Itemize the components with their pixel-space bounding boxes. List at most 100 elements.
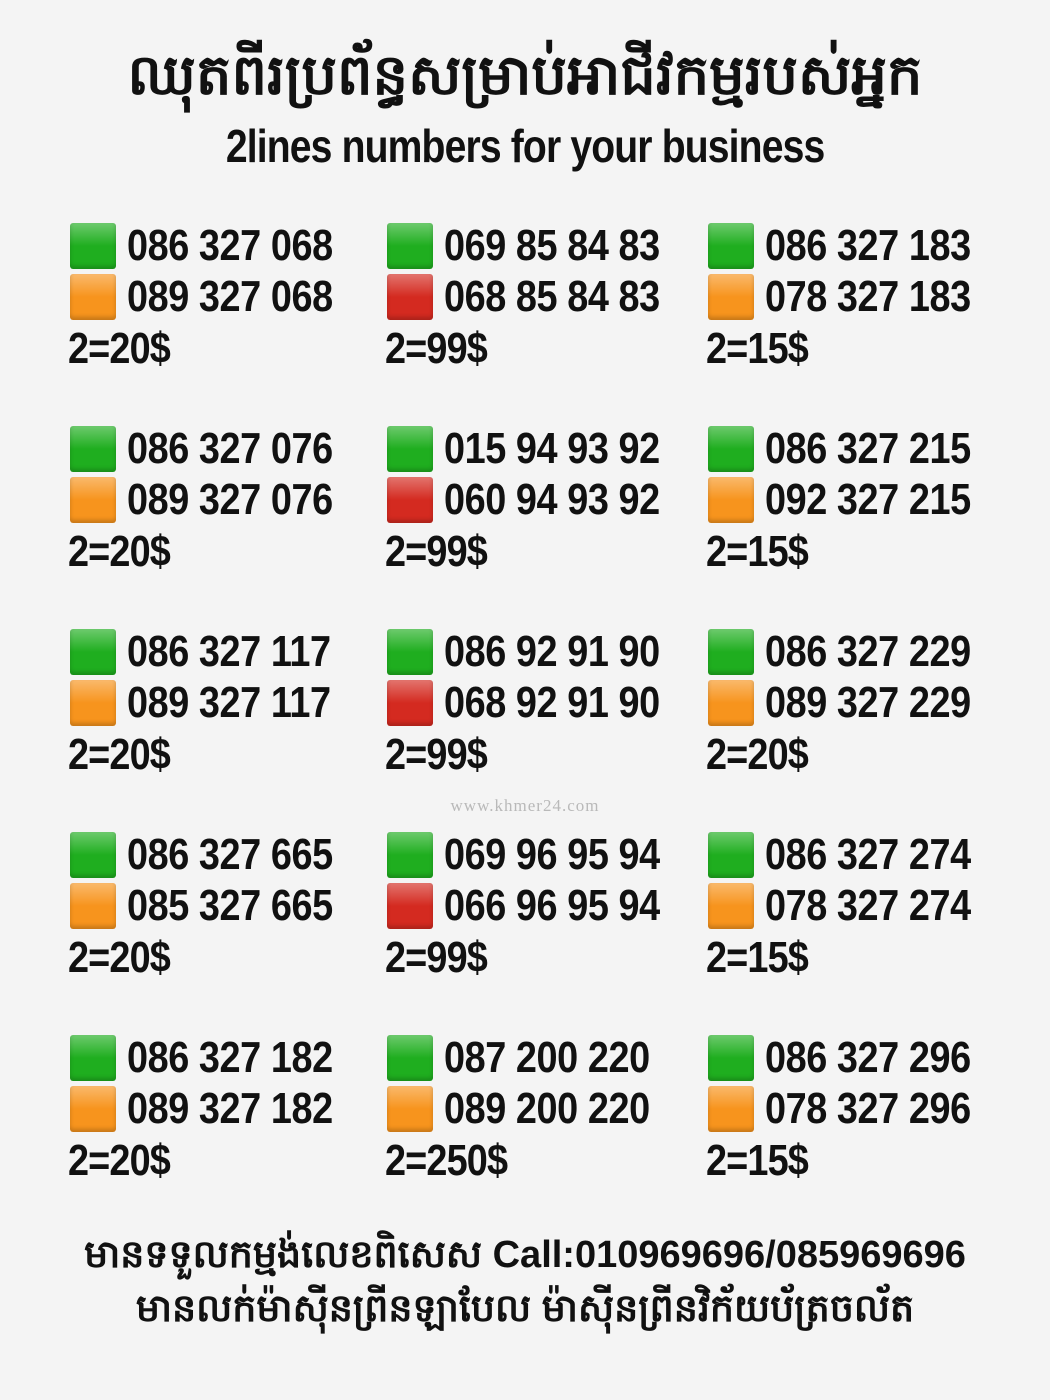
number-set-card: 086 327 215 092 327 215 2=15$ (706, 424, 1028, 585)
watermark: www.khmer24.com (450, 796, 600, 815)
orange-square-icon (708, 1086, 754, 1132)
number-set-card: 087 200 220 089 200 220 2=250$ (385, 1033, 707, 1194)
number-set-card: 086 327 117 089 327 117 2=20$ (68, 627, 390, 788)
price-label: 2=15$ (706, 1136, 809, 1185)
phone-number-line: 087 200 220 (387, 1033, 683, 1082)
phone-number: 086 327 183 (765, 221, 971, 270)
title-english: 2lines numbers for your business (0, 120, 1050, 172)
green-square-icon (387, 832, 433, 878)
number-set-card: 069 96 95 94 066 96 95 94 2=99$ (385, 830, 707, 991)
phone-number: 086 327 296 (765, 1033, 971, 1082)
green-square-icon (708, 426, 754, 472)
phone-number-line: 068 92 91 90 (387, 678, 695, 727)
green-square-icon (708, 832, 754, 878)
orange-square-icon (708, 274, 754, 320)
price-label: 2=20$ (68, 1136, 171, 1185)
phone-number: 086 327 117 (127, 627, 331, 676)
phone-number: 089 200 220 (444, 1084, 650, 1133)
number-set-card: 015 94 93 92 060 94 93 92 2=99$ (385, 424, 707, 585)
green-square-icon (70, 426, 116, 472)
phone-number-line: 078 327 296 (708, 1084, 1004, 1133)
number-set-card: 086 327 229 089 327 229 2=20$ (706, 627, 1028, 788)
orange-square-icon (708, 477, 754, 523)
orange-square-icon (70, 883, 116, 929)
price-label: 2=15$ (706, 933, 809, 982)
phone-number-line: 015 94 93 92 (387, 424, 695, 473)
number-set-card: 086 92 91 90 068 92 91 90 2=99$ (385, 627, 707, 788)
phone-number: 089 327 068 (127, 272, 333, 321)
phone-number: 086 327 076 (127, 424, 333, 473)
phone-number-line: 086 327 076 (70, 424, 366, 473)
green-square-icon (708, 223, 754, 269)
price-label: 2=15$ (706, 527, 809, 576)
phone-number-line: 086 327 274 (708, 830, 1004, 879)
phone-number: 089 327 229 (765, 678, 971, 727)
number-set-card: 086 327 076 089 327 076 2=20$ (68, 424, 390, 585)
phone-number: 086 327 068 (127, 221, 333, 270)
green-square-icon (70, 223, 116, 269)
phone-number: 086 327 229 (765, 627, 971, 676)
phone-number-line: 086 327 296 (708, 1033, 1004, 1082)
phone-number-line: 068 85 84 83 (387, 272, 695, 321)
phone-number-line: 089 327 076 (70, 475, 366, 524)
phone-number-line: 092 327 215 (708, 475, 1004, 524)
phone-number: 066 96 95 94 (444, 881, 660, 930)
price-label: 2=99$ (385, 324, 488, 373)
orange-square-icon (70, 274, 116, 320)
red-square-icon (387, 477, 433, 523)
phone-number: 078 327 296 (765, 1084, 971, 1133)
phone-number-line: 060 94 93 92 (387, 475, 695, 524)
phone-number: 060 94 93 92 (444, 475, 660, 524)
phone-number: 086 327 665 (127, 830, 333, 879)
price-label: 2=20$ (68, 933, 171, 982)
price-label: 2=99$ (385, 527, 488, 576)
phone-number: 069 96 95 94 (444, 830, 660, 879)
price-label: 2=250$ (385, 1136, 508, 1185)
phone-number-line: 086 327 182 (70, 1033, 366, 1082)
price-label: 2=15$ (706, 324, 809, 373)
green-square-icon (70, 832, 116, 878)
number-set-card: 086 327 665 085 327 665 2=20$ (68, 830, 390, 991)
phone-number: 086 327 215 (765, 424, 971, 473)
green-square-icon (387, 223, 433, 269)
phone-number: 086 327 182 (127, 1033, 333, 1082)
orange-square-icon (708, 680, 754, 726)
red-square-icon (387, 883, 433, 929)
red-square-icon (387, 274, 433, 320)
phone-number: 078 327 274 (765, 881, 971, 930)
phone-number: 086 327 274 (765, 830, 971, 879)
phone-number: 089 327 182 (127, 1084, 333, 1133)
phone-number-line: 086 327 215 (708, 424, 1004, 473)
phone-number-line: 078 327 183 (708, 272, 1004, 321)
phone-number-line: 085 327 665 (70, 881, 366, 930)
phone-number: 068 92 91 90 (444, 678, 660, 727)
number-set-card: 086 327 068 089 327 068 2=20$ (68, 221, 390, 382)
phone-number: 092 327 215 (765, 475, 971, 524)
green-square-icon (708, 629, 754, 675)
price-label: 2=99$ (385, 730, 488, 779)
orange-square-icon (70, 680, 116, 726)
phone-number-line: 086 327 068 (70, 221, 366, 270)
red-square-icon (387, 680, 433, 726)
orange-square-icon (70, 477, 116, 523)
number-set-card: 086 327 274 078 327 274 2=15$ (706, 830, 1028, 991)
phone-number: 089 327 117 (127, 678, 331, 727)
footer-line-2: មានលក់ម៉ាស៊ីនព្រីនឡាបែល ម៉ាស៊ីនព្រីនវិក័… (135, 1288, 915, 1330)
phone-number-line: 069 85 84 83 (387, 221, 695, 270)
green-square-icon (387, 629, 433, 675)
number-set-card: 086 327 183 078 327 183 2=15$ (706, 221, 1028, 382)
footer-line-1: មានទទួលកម្មង់លេខពិសេស Call:010969696/085… (84, 1234, 966, 1276)
phone-number: 069 85 84 83 (444, 221, 660, 270)
orange-square-icon (708, 883, 754, 929)
number-set-card: 086 327 182 089 327 182 2=20$ (68, 1033, 390, 1194)
price-label: 2=99$ (385, 933, 488, 982)
orange-square-icon (387, 1086, 433, 1132)
phone-number-line: 086 327 183 (708, 221, 1004, 270)
phone-number: 086 92 91 90 (444, 627, 660, 676)
green-square-icon (387, 426, 433, 472)
phone-number-line: 086 327 117 (70, 627, 364, 676)
phone-number-line: 089 327 068 (70, 272, 366, 321)
green-square-icon (708, 1035, 754, 1081)
phone-number: 078 327 183 (765, 272, 971, 321)
green-square-icon (70, 629, 116, 675)
